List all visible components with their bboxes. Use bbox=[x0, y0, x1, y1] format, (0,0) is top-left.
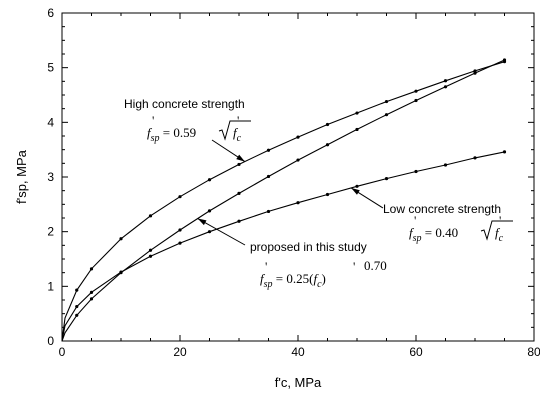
data-point-high bbox=[89, 267, 94, 271]
plot-frame bbox=[61, 12, 535, 342]
data-point-proposed bbox=[443, 85, 448, 89]
data-point-proposed bbox=[414, 98, 418, 103]
data-point-high bbox=[443, 79, 448, 83]
data-point-high bbox=[237, 162, 241, 167]
data-point-proposed bbox=[384, 113, 389, 117]
svg-text:': ' bbox=[414, 213, 416, 228]
svg-text:': ' bbox=[265, 259, 267, 274]
formula-low-coef: 0.40 bbox=[435, 225, 458, 240]
data-point-low bbox=[502, 150, 507, 154]
y-tick-label: 5 bbox=[47, 61, 54, 75]
data-point-low bbox=[473, 156, 477, 160]
annotation-layer bbox=[197, 139, 384, 246]
svg-text:fsp = 0.40: fsp = 0.40 bbox=[409, 225, 458, 244]
data-point-proposed bbox=[237, 191, 241, 195]
svg-text:': ' bbox=[353, 259, 355, 274]
svg-text:': ' bbox=[499, 213, 501, 228]
svg-text:fc: fc bbox=[233, 125, 242, 144]
data-point-high bbox=[207, 178, 212, 182]
data-point-low bbox=[296, 201, 300, 205]
series-layer bbox=[61, 58, 507, 342]
data-point-low bbox=[119, 270, 123, 274]
data-point-low bbox=[178, 241, 182, 245]
y-tick-label: 0 bbox=[47, 334, 54, 348]
svg-text:': ' bbox=[152, 113, 154, 128]
y-tick-label: 4 bbox=[47, 115, 54, 129]
data-point-low bbox=[443, 163, 448, 167]
data-point-proposed bbox=[325, 143, 330, 147]
x-tick-label: 80 bbox=[527, 345, 540, 359]
data-point-proposed bbox=[473, 71, 477, 75]
data-point-proposed bbox=[178, 228, 182, 232]
data-point-high bbox=[75, 288, 79, 292]
formula-proposed: fsp = 0.25(fc) 0.70 ' ' bbox=[260, 258, 387, 290]
x-axis-title: f'c, MPa bbox=[275, 375, 322, 390]
data-point-high bbox=[384, 99, 389, 104]
x-tick-label: 60 bbox=[409, 345, 423, 359]
data-point-low bbox=[148, 254, 153, 258]
series-line-high bbox=[61, 61, 505, 342]
y-tick-label: 2 bbox=[47, 225, 54, 239]
svg-text:fsp = 0.59: fsp = 0.59 bbox=[147, 125, 196, 144]
svg-text:': ' bbox=[237, 113, 239, 128]
data-point-proposed bbox=[89, 297, 94, 301]
formula-low: fsp = 0.40 fc ' ' bbox=[409, 213, 513, 244]
data-point-proposed bbox=[148, 248, 153, 252]
data-point-low bbox=[384, 177, 389, 181]
formula-high-coef: 0.59 bbox=[173, 125, 196, 140]
data-point-proposed bbox=[355, 127, 359, 132]
data-point-proposed bbox=[296, 158, 300, 162]
y-tick-label: 3 bbox=[47, 170, 54, 184]
data-point-high bbox=[148, 214, 153, 218]
data-point-high bbox=[266, 148, 271, 152]
formula-high: fsp = 0.59 fc ' ' bbox=[147, 113, 251, 144]
data-point-high bbox=[355, 111, 359, 115]
x-tick-label: 0 bbox=[59, 345, 66, 359]
data-point-high bbox=[119, 237, 123, 241]
data-point-high bbox=[296, 135, 300, 139]
series-line-low bbox=[61, 151, 505, 342]
annotation-label-proposed: proposed in this study bbox=[250, 240, 367, 254]
svg-text:fc: fc bbox=[495, 225, 504, 244]
data-point-proposed bbox=[502, 58, 507, 62]
data-point-low bbox=[89, 290, 94, 294]
data-point-high bbox=[178, 195, 182, 199]
annotation-arrowhead-low bbox=[351, 187, 360, 195]
formula-proposed-coef: 0.25 bbox=[286, 271, 309, 286]
data-point-low bbox=[207, 230, 212, 234]
annotation-arrowhead-high bbox=[236, 154, 245, 162]
svg-text:fsp = 0.25(fc): fsp = 0.25(fc) bbox=[260, 271, 326, 290]
data-point-low bbox=[75, 304, 79, 309]
data-point-low bbox=[355, 184, 359, 188]
y-tick-label: 6 bbox=[47, 6, 54, 20]
data-point-low bbox=[237, 219, 241, 223]
data-point-proposed bbox=[266, 174, 271, 179]
annotation-arrowhead-proposed bbox=[197, 218, 207, 226]
annotation-label-high: High concrete strength bbox=[124, 97, 245, 111]
data-point-low bbox=[414, 169, 418, 174]
data-point-low bbox=[325, 192, 330, 197]
data-point-proposed bbox=[207, 209, 212, 213]
ticks: 0 20 40 60 80 0 1 2 3 4 5 6 bbox=[47, 6, 540, 359]
data-point-high bbox=[325, 122, 330, 127]
y-axis-title: f'sp, MPa bbox=[14, 149, 29, 204]
y-tick-label: 1 bbox=[47, 279, 54, 293]
annotation-label-low: Low concrete strength bbox=[383, 202, 501, 216]
data-point-high bbox=[414, 89, 418, 93]
annotation-arrow-proposed bbox=[197, 218, 246, 246]
x-tick-label: 40 bbox=[291, 345, 305, 359]
x-tick-label: 20 bbox=[173, 345, 187, 359]
series-line-proposed bbox=[61, 59, 505, 342]
data-point-proposed bbox=[75, 313, 79, 317]
formula-proposed-exponent: 0.70 bbox=[364, 258, 387, 273]
data-point-low bbox=[266, 209, 271, 214]
data-point-high bbox=[473, 69, 477, 73]
